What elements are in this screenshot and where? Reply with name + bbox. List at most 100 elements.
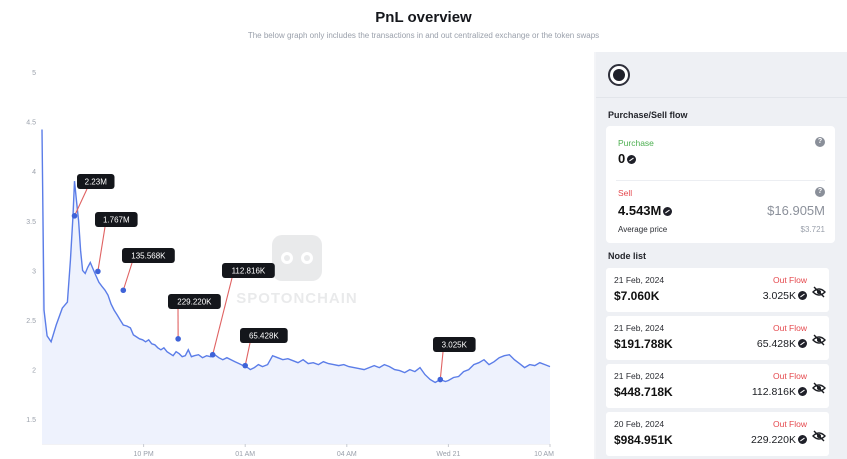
x-tick-label: 04 AM (337, 451, 357, 458)
node-list-item[interactable]: 21 Feb, 2024 Out Flow $191.788K 65.428K (606, 316, 829, 360)
annotation-pointer (212, 277, 233, 355)
annotation-pointer (97, 226, 106, 272)
annotation-box (95, 212, 138, 227)
node-usd: $984.951K (614, 433, 673, 447)
node-usd: $448.718K (614, 385, 673, 399)
hide-eye-icon[interactable] (812, 429, 826, 443)
watermark-text: SPOTONCHAIN (236, 290, 358, 307)
y-tick-label: 2.5 (26, 318, 36, 325)
annotation-pointer (244, 342, 251, 366)
y-tick-label: 2 (32, 368, 36, 375)
node-amount: 3.025K (762, 290, 796, 302)
sell-value: 4.543M (618, 203, 662, 218)
y-tick-label: 3 (32, 268, 36, 275)
node-amount-row: 112.816K (752, 386, 807, 398)
annotation-box (168, 294, 221, 309)
annotation-label: 65.428K (249, 332, 279, 341)
node-date: 21 Feb, 2024 (614, 323, 665, 333)
page-subtitle: The below graph only includes the transa… (247, 31, 600, 40)
node-date: 21 Feb, 2024 (614, 275, 665, 285)
divider (616, 180, 825, 181)
annotation-pointer (122, 262, 133, 291)
hide-eye-icon[interactable] (812, 285, 826, 299)
token-coin-icon (627, 155, 637, 164)
annotation-box (240, 328, 288, 343)
x-tick-label: 10 PM (133, 451, 153, 458)
page-title: PnL overview (375, 9, 472, 26)
x-tick-label: 01 AM (235, 451, 255, 458)
node-amount: 229.220K (751, 434, 796, 446)
annotation-label: 229.220K (177, 298, 212, 307)
node-amount: 65.428K (756, 338, 796, 350)
annotation-box (122, 248, 175, 263)
annotation-point[interactable] (71, 213, 78, 219)
y-tick-label: 4 (32, 169, 36, 176)
sell-info-icon[interactable]: ? (815, 187, 825, 197)
annotation-point[interactable] (120, 287, 127, 294)
node-amount-row: 65.428K (757, 338, 807, 350)
annotation-pointer (439, 351, 444, 380)
token-coin-icon (798, 387, 807, 396)
purchase-value-row: 0 (618, 151, 637, 166)
average-price-value: $3.721 (800, 225, 825, 234)
annotation-point[interactable] (437, 376, 444, 383)
node-amount: 112.816K (751, 386, 796, 398)
token-coin-icon (798, 435, 807, 444)
annotation-box (222, 263, 275, 278)
annotation-point[interactable] (242, 362, 248, 369)
flow-section-title: Purchase/Sell flow (608, 110, 688, 120)
pnl-chart: SPOTONCHAIN 1.5 2 2.5 3 3.5 4 4.5 5 10 PM 01 AM 0… (26, 70, 554, 458)
node-flow: Out Flow (772, 323, 807, 333)
node-date: 20 Feb, 2024 (614, 419, 665, 429)
token-coin-icon (798, 291, 807, 300)
annotation-label: 112.816K (232, 267, 266, 276)
hide-eye-icon[interactable] (812, 333, 826, 347)
right-sidebar: Purchase/Sell flow Purchase ? 0 Sell ? 4… (596, 52, 847, 459)
purchase-value: 0 (618, 151, 626, 166)
node-usd: $191.788K (614, 337, 673, 351)
token-coin-icon (798, 339, 807, 348)
y-tick-label: 4.5 (26, 120, 36, 127)
sell-value-row: 4.543M (618, 203, 673, 218)
y-tick-label: 3.5 (26, 219, 36, 226)
flow-card: Purchase ? 0 Sell ? 4.543M $16.905M Aver… (606, 126, 835, 243)
average-price-label: Average price (618, 225, 668, 234)
watermark-logo: SPOTONCHAIN (236, 235, 358, 307)
y-tick-label: 1.5 (26, 417, 36, 424)
annotation-label: 3.025K (442, 341, 468, 350)
token-coin-icon (663, 207, 673, 216)
sell-usd-value: $16.905M (767, 203, 825, 218)
x-tick-label: 10 AM (534, 451, 554, 458)
annotation-point[interactable] (95, 268, 101, 275)
sell-label: Sell (618, 188, 633, 198)
node-flow: Out Flow (772, 275, 807, 285)
annotation-label: 135.568K (131, 252, 166, 261)
chart-area-fill (42, 129, 550, 444)
y-tick-label: 5 (32, 70, 36, 77)
node-list-title: Node list (608, 251, 647, 261)
token-header (596, 52, 847, 98)
annotation-point[interactable] (209, 351, 216, 358)
annotation-label: 1.767M (103, 216, 130, 225)
node-usd: $7.060K (614, 289, 660, 303)
node-amount-row: 3.025K (763, 290, 807, 302)
annotation-pointer (74, 188, 88, 217)
pnl-chart-panel: SPOTONCHAIN 1.5 2 2.5 3 3.5 4 4.5 5 10 PM 01 AM 0… (0, 52, 594, 459)
node-flow: Out Flow (772, 419, 807, 429)
page-header: PnL overview The below graph only includ… (0, 0, 847, 52)
node-list-item[interactable]: 21 Feb, 2024 Out Flow $7.060K 3.025K (606, 268, 829, 312)
node-list-item[interactable]: 21 Feb, 2024 Out Flow $448.718K 112.816K (606, 364, 829, 408)
purchase-label: Purchase (618, 138, 654, 148)
node-date: 21 Feb, 2024 (614, 371, 665, 381)
annotation-point[interactable] (175, 336, 181, 342)
token-logo-icon[interactable] (608, 64, 630, 86)
annotation-box (77, 174, 115, 189)
annotation-label: 2.23M (85, 178, 108, 187)
x-tick-label: Wed 21 (436, 451, 460, 458)
node-list-item[interactable]: 20 Feb, 2024 Out Flow $984.951K 229.220K (606, 412, 829, 456)
node-amount-row: 229.220K (751, 434, 807, 446)
annotation-box (433, 337, 476, 352)
purchase-info-icon[interactable]: ? (815, 137, 825, 147)
hide-eye-icon[interactable] (812, 381, 826, 395)
node-flow: Out Flow (772, 371, 807, 381)
